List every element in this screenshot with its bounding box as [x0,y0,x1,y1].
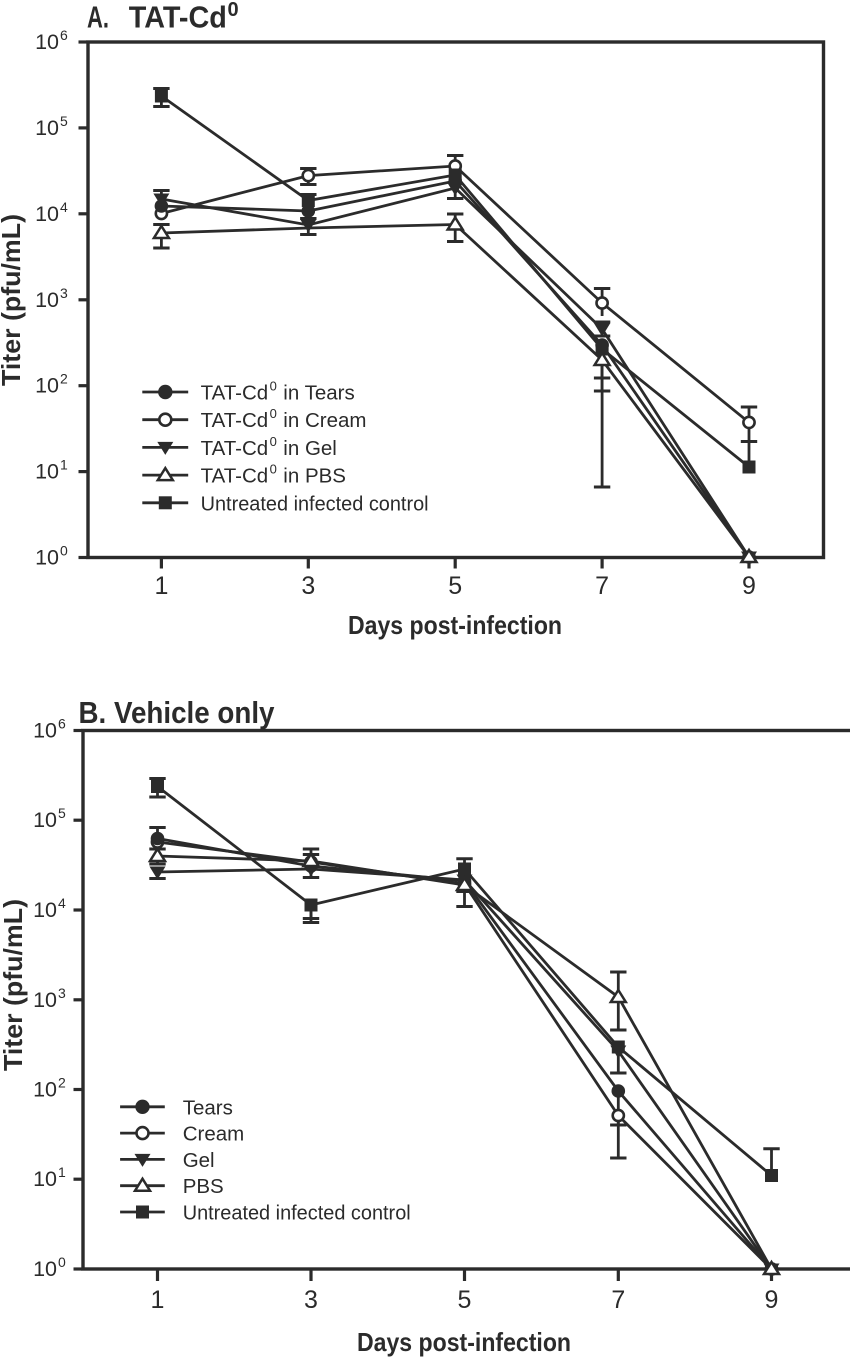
svg-text:Titer (pfu/mL): Titer (pfu/mL) [0,214,26,386]
svg-text:0: 0 [228,0,239,21]
svg-text:1: 1 [60,457,68,473]
svg-text:10: 10 [33,1257,57,1281]
svg-text:10: 10 [35,374,59,398]
svg-text:0: 0 [60,543,68,559]
svg-text:10: 10 [35,116,59,140]
svg-text:0: 0 [270,406,277,421]
svg-text:10: 10 [33,1167,57,1191]
svg-text:Titer (pfu/mL): Titer (pfu/mL) [0,899,28,1071]
svg-text:9: 9 [765,1286,779,1314]
svg-text:3: 3 [301,572,315,600]
svg-text:7: 7 [595,572,609,600]
svg-text:10: 10 [35,546,59,570]
svg-text:in Tears: in Tears [278,382,355,405]
svg-text:6: 6 [60,27,68,43]
svg-text:10: 10 [35,202,59,226]
svg-text:2: 2 [58,1075,66,1091]
svg-text:10: 10 [33,719,57,743]
svg-text:5: 5 [60,113,68,129]
svg-text:1: 1 [151,1286,165,1314]
svg-text:5: 5 [448,572,462,600]
svg-text:3: 3 [58,985,66,1001]
svg-text:3: 3 [304,1286,318,1314]
svg-text:Tears: Tears [183,1096,233,1119]
svg-text:6: 6 [58,716,66,732]
svg-text:TAT-Cd: TAT-Cd [201,465,269,488]
svg-text:10: 10 [33,988,57,1012]
svg-text:Untreated infected control: Untreated infected control [183,1202,411,1225]
svg-text:Days post-infection: Days post-infection [348,610,562,640]
svg-text:5: 5 [458,1286,472,1314]
svg-text:1: 1 [154,572,168,600]
svg-text:in Cream: in Cream [278,409,367,432]
svg-text:Cream: Cream [183,1123,245,1146]
svg-text:0: 0 [270,379,277,394]
svg-text:in PBS: in PBS [278,465,346,488]
svg-text:Days post-infection: Days post-infection [357,1327,571,1357]
svg-text:Untreated infected control: Untreated infected control [201,492,429,515]
svg-text:4: 4 [60,199,68,215]
svg-text:in Gel: in Gel [278,437,337,460]
svg-text:1: 1 [58,1164,66,1180]
svg-text:10: 10 [35,460,59,484]
svg-text:B. Vehicle only: B. Vehicle only [79,695,276,730]
svg-text:2: 2 [60,371,68,387]
svg-text:10: 10 [35,30,59,54]
svg-text:10: 10 [33,1078,57,1102]
svg-text:Gel: Gel [183,1149,215,1172]
svg-text:TAT-Cd: TAT-Cd [201,409,269,432]
svg-text:TAT-Cd: TAT-Cd [201,382,269,405]
svg-text:7: 7 [611,1286,625,1314]
svg-text:10: 10 [33,808,57,832]
svg-text:PBS: PBS [183,1175,224,1198]
svg-text:TAT-Cd: TAT-Cd [129,0,227,35]
svg-text:10: 10 [35,288,59,312]
svg-text:0: 0 [270,462,277,477]
svg-text:9: 9 [742,572,756,600]
svg-text:10: 10 [33,898,57,922]
svg-text:A.: A. [87,0,109,35]
svg-text:5: 5 [58,805,66,821]
svg-text:3: 3 [60,285,68,301]
svg-text:4: 4 [58,895,66,911]
svg-text:0: 0 [270,434,277,449]
svg-text:TAT-Cd: TAT-Cd [201,437,269,460]
svg-text:0: 0 [58,1254,66,1270]
